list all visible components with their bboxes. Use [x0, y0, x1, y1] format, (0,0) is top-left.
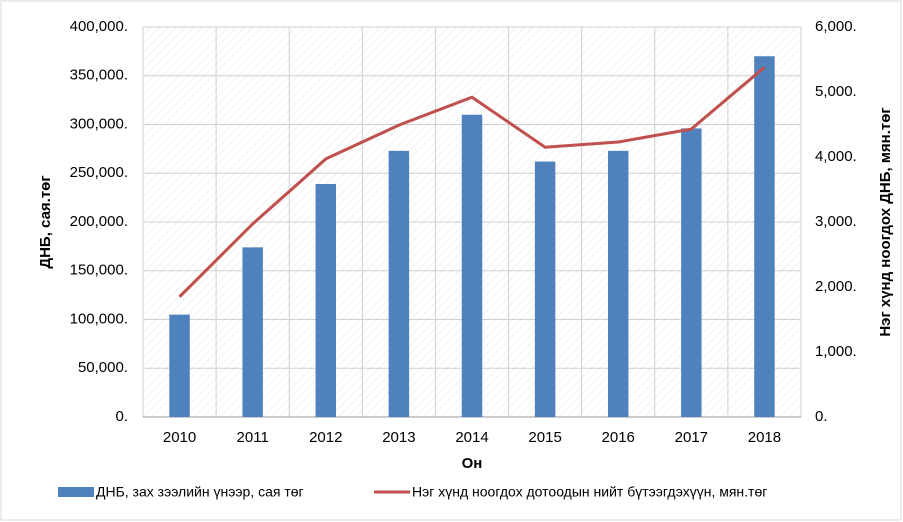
line	[178, 66, 766, 298]
legend-label: ДНБ, зах зээлийн үнээр, сая төг	[96, 484, 304, 500]
bar	[754, 56, 775, 417]
y2-tick-label: 4,000.	[815, 148, 857, 165]
bar	[388, 150, 410, 417]
y-tick-label: 50,000.	[78, 359, 128, 376]
y2-tick-label: 2,000.	[815, 278, 857, 295]
y-tick-label: 400,000.	[70, 18, 128, 35]
bar	[461, 114, 483, 417]
x-tick-label: 2011	[237, 429, 269, 446]
bar	[681, 128, 702, 417]
y-tick-label: 250,000.	[70, 164, 128, 181]
legend-swatch	[58, 487, 94, 497]
bar	[534, 161, 556, 417]
x-tick-label: 2018	[748, 429, 781, 446]
y-tick-label: 100,000.	[70, 310, 128, 327]
x-tick-label: 2010	[163, 429, 196, 446]
bar	[315, 183, 337, 417]
bar	[242, 247, 263, 417]
y2-tick-label: 6,000.	[815, 18, 857, 35]
x-tick-label: 2016	[602, 429, 635, 446]
y-tick-label: 350,000.	[70, 67, 128, 84]
y2-tick-label: 5,000.	[815, 83, 857, 100]
y2-axis-title: Нэг хүнд ноогдох ДНБ, мян.төг	[877, 107, 894, 336]
x-tick-label: 2017	[675, 429, 708, 446]
y-tick-label: 300,000.	[70, 115, 128, 132]
y-tick-label: 200,000.	[70, 213, 128, 230]
x-axis-title: Он	[462, 455, 483, 472]
bar	[607, 150, 629, 417]
y-tick-label: 150,000.	[70, 262, 128, 279]
x-tick-label: 2014	[455, 429, 488, 446]
x-tick-label: 2013	[382, 429, 415, 446]
bar	[169, 314, 190, 417]
legend-label: Нэг хүнд ноогдох дотоодын нийт бүтээгдэх…	[412, 484, 767, 500]
y2-tick-label: 3,000.	[815, 213, 857, 230]
y-tick-label: 0.	[115, 408, 128, 425]
x-tick-label: 2012	[309, 429, 342, 446]
y-axis-title: ДНБ, сая.төг	[37, 175, 54, 268]
x-tick-label: 2015	[528, 429, 561, 446]
y2-tick-label: 1,000.	[815, 343, 857, 360]
y2-tick-label: 0.	[815, 408, 828, 425]
